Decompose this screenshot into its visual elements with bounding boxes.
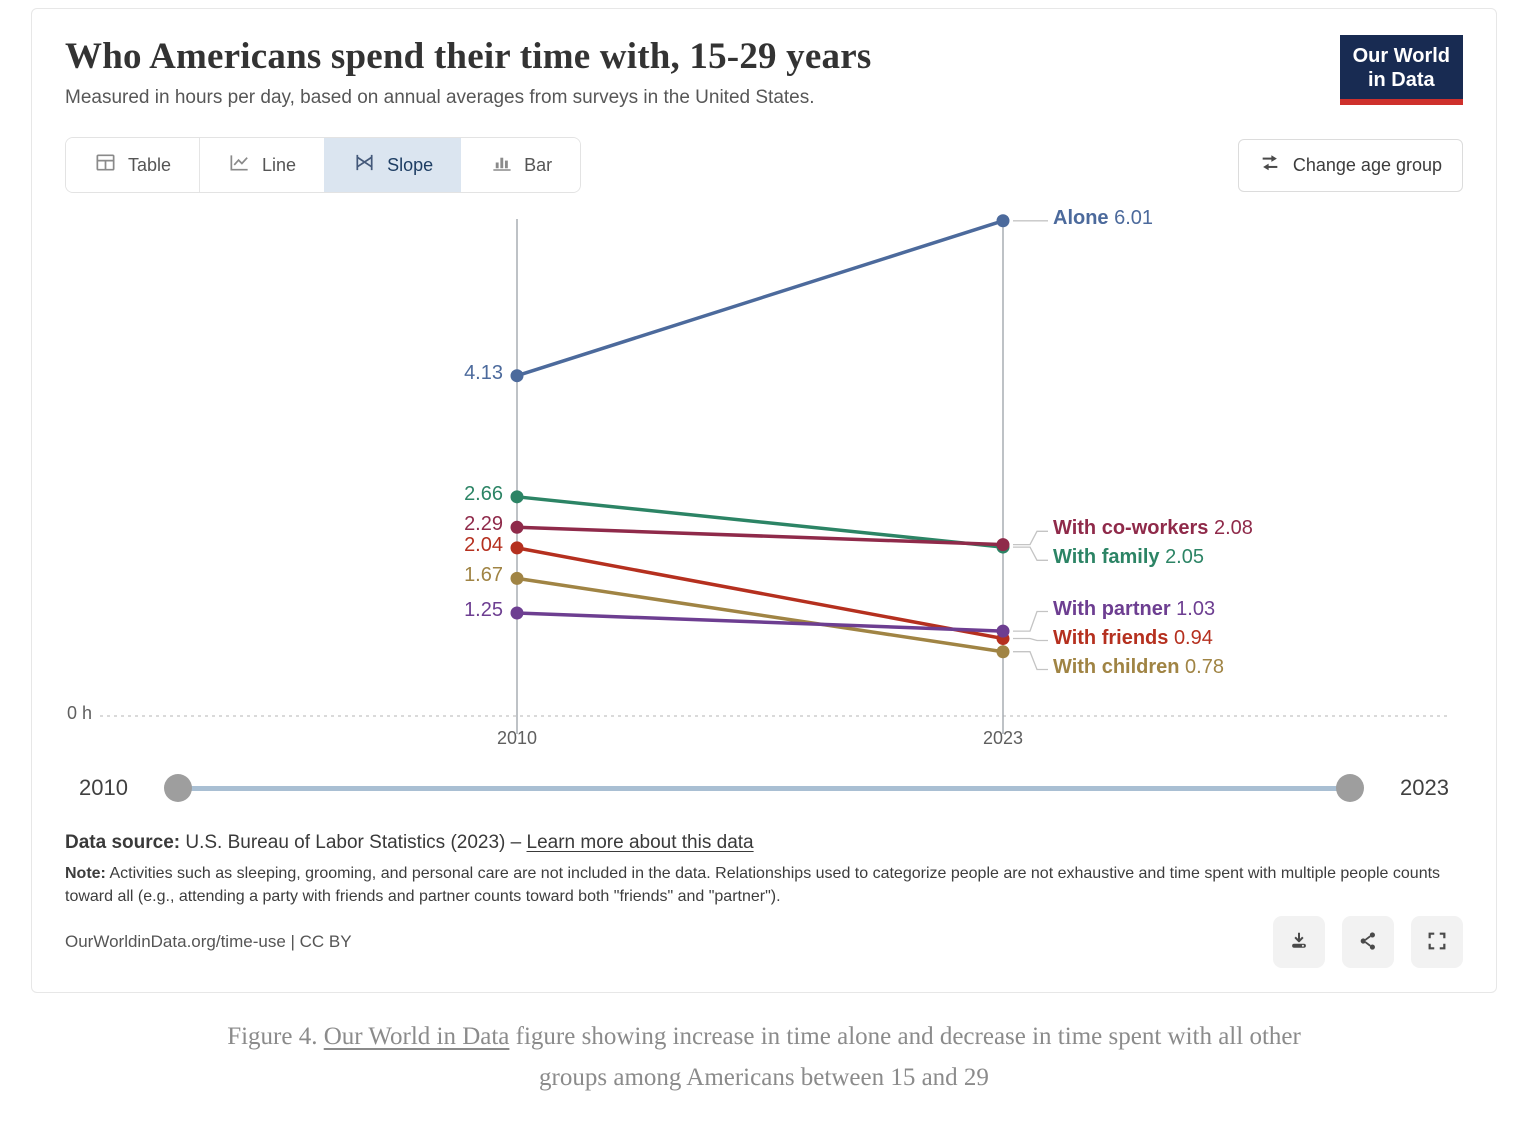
- tab-bar[interactable]: Bar: [461, 138, 581, 192]
- note-prefix: Note:: [65, 865, 106, 882]
- bar-chart-icon: [490, 151, 513, 179]
- line-chart-icon: [228, 151, 251, 179]
- caption-prefix: Figure 4.: [227, 1023, 324, 1051]
- start-value-label: 1.25: [464, 599, 503, 621]
- learn-more-link[interactable]: Learn more about this data: [526, 832, 754, 853]
- fullscreen-icon: [1426, 930, 1448, 955]
- x-axis-tick: 2010: [496, 728, 538, 748]
- data-source-text: U.S. Bureau of Labor Statistics (2023) –: [180, 832, 527, 853]
- series-label: Alone 6.01: [1053, 206, 1154, 229]
- slider-handle-start[interactable]: [163, 774, 192, 802]
- start-value-label: 1.67: [464, 564, 503, 587]
- data-source-line: Data source: U.S. Bureau of Labor Statis…: [65, 832, 1463, 854]
- slope-svg: [100, 214, 1450, 734]
- series-label: With co-workers 2.08: [1053, 517, 1253, 540]
- tab-slope[interactable]: Slope: [324, 138, 462, 192]
- start-value-label: 2.66: [464, 482, 503, 505]
- tab-table-label: Table: [128, 154, 172, 175]
- owid-logo-line1: Our World: [1352, 45, 1450, 67]
- note-line: Note: Activities such as sleeping, groom…: [65, 862, 1463, 908]
- download-button[interactable]: [1273, 916, 1325, 969]
- start-value-label: 2.04: [464, 533, 503, 556]
- start-value-label: 2.29: [464, 513, 503, 536]
- slider-end-year: 2023: [1400, 775, 1449, 800]
- change-age-group-label: Change age group: [1292, 154, 1442, 175]
- change-age-group-button[interactable]: Change age group: [1237, 138, 1463, 192]
- chart-card: Who Americans spend their time with, 15-…: [31, 8, 1497, 994]
- caption-owid-link[interactable]: Our World in Data: [323, 1023, 510, 1051]
- x-axis-tick: 2023: [982, 728, 1024, 748]
- page-subtitle: Measured in hours per day, based on annu…: [65, 87, 815, 108]
- figure-caption: Figure 4. Our World in Data figure showi…: [224, 1017, 1304, 1098]
- fullscreen-button[interactable]: [1411, 916, 1463, 969]
- series-label: With children 0.78: [1053, 655, 1224, 678]
- slider-handle-end[interactable]: [1336, 774, 1365, 802]
- data-source-prefix: Data source:: [65, 832, 181, 853]
- owid-logo-line2: in Data: [1367, 69, 1435, 91]
- download-icon: [1288, 930, 1310, 955]
- y-zero-label: 0 h: [67, 703, 93, 723]
- tab-line[interactable]: Line: [199, 138, 325, 192]
- series-label: With friends 0.94: [1053, 626, 1213, 649]
- cc-license-text: OurWorldinData.org/time-use | CC BY: [65, 932, 352, 952]
- chart-type-tabs: Table Line Slope: [65, 137, 582, 193]
- header: Who Americans spend their time with, 15-…: [65, 35, 1463, 109]
- footer-row: OurWorldinData.org/time-use | CC BY: [65, 916, 1463, 969]
- start-value-label: 4.13: [464, 361, 503, 384]
- series-label: With partner 1.03: [1053, 597, 1216, 620]
- note-text: Activities such as sleeping, grooming, a…: [65, 865, 1441, 906]
- action-buttons: [1273, 916, 1463, 969]
- slider-start-year: 2010: [79, 775, 128, 800]
- slider-track[interactable]: [176, 786, 1352, 791]
- toolbar: Table Line Slope: [65, 137, 1463, 193]
- slope-chart: 4.13 2.66 2.29 2.04 1.67 1.25 Alone 6.01 With c…: [65, 207, 1463, 756]
- tab-bar-label: Bar: [524, 154, 553, 175]
- page-title: Who Americans spend their time with, 15-…: [65, 36, 872, 77]
- share-button[interactable]: [1342, 916, 1394, 969]
- owid-logo[interactable]: Our World in Data: [1339, 35, 1463, 105]
- year-slider: 2010 2023: [65, 772, 1463, 804]
- tab-table[interactable]: Table: [66, 138, 200, 192]
- slope-chart-icon: [353, 151, 376, 179]
- header-text: Who Americans spend their time with, 15-…: [65, 35, 871, 109]
- slider-track-wrap: [163, 774, 1365, 802]
- tab-slope-label: Slope: [387, 154, 434, 175]
- table-icon: [94, 151, 117, 179]
- tab-line-label: Line: [262, 154, 297, 175]
- swap-arrows-icon: [1259, 152, 1281, 179]
- series-label: With family 2.05: [1053, 546, 1204, 569]
- share-icon: [1357, 930, 1379, 955]
- caption-suffix: figure showing increase in time alone an…: [509, 1023, 1301, 1091]
